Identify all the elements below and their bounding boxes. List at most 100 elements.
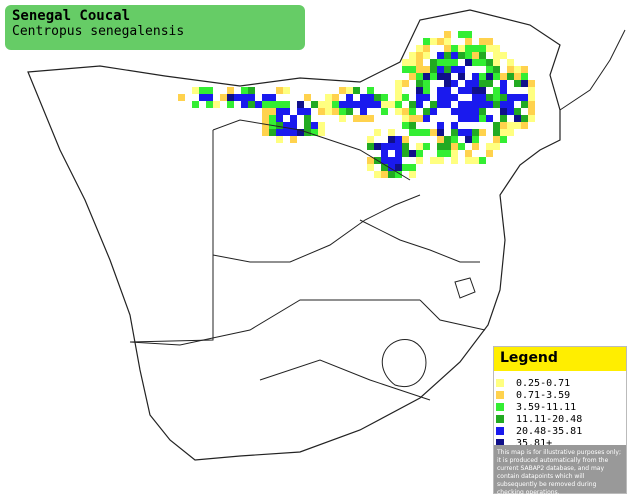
record-cell [360,108,367,115]
record-cell [241,101,248,108]
record-cell [374,143,381,150]
record-cell [451,59,458,66]
record-cell [451,108,458,115]
record-cell [276,136,283,143]
record-cell [339,115,346,122]
record-cell [409,73,416,80]
record-cell [402,80,409,87]
record-cell [451,122,458,129]
record-cell [500,87,507,94]
record-cell [381,108,388,115]
record-cell [416,150,423,157]
record-cell [500,115,507,122]
record-cell [437,136,444,143]
record-cell [493,73,500,80]
record-cell [395,108,402,115]
record-cell [227,87,234,94]
record-cell [402,122,409,129]
record-cell [290,115,297,122]
record-cell [381,164,388,171]
record-cell [486,45,493,52]
record-cell [269,94,276,101]
borders [27,9,626,461]
record-cell [437,38,444,45]
record-cell [493,94,500,101]
record-cell [472,73,479,80]
record-cell [465,52,472,59]
record-cell [206,87,213,94]
record-cell [423,52,430,59]
record-cell [465,87,472,94]
legend-item: 0.25-0.71 [496,377,626,389]
record-cell [465,108,472,115]
record-cell [388,143,395,150]
record-cell [486,66,493,73]
record-cell [332,108,339,115]
record-cell [528,101,535,108]
record-cell [262,101,269,108]
record-cell [486,73,493,80]
record-cell [486,101,493,108]
record-cell [311,122,318,129]
record-cell [423,108,430,115]
record-cell [458,52,465,59]
record-cell [304,115,311,122]
record-cell [486,115,493,122]
legend-swatch [496,403,504,411]
record-cell [374,171,381,178]
record-cell [262,108,269,115]
legend-swatch [496,427,504,435]
record-cell [325,94,332,101]
record-cell [402,136,409,143]
record-cell [367,143,374,150]
record-cell [472,80,479,87]
record-cell [500,108,507,115]
record-cell [507,73,514,80]
record-cell [465,31,472,38]
record-cell [409,171,416,178]
record-cell [199,87,206,94]
record-cell [416,73,423,80]
record-cell [241,94,248,101]
record-cell [409,66,416,73]
record-cell [304,94,311,101]
record-cell [409,108,416,115]
record-cell [409,115,416,122]
record-cell [493,52,500,59]
legend-item: 20.48-35.81 [496,425,626,437]
record-cell [479,87,486,94]
record-cell [479,157,486,164]
record-cell [283,101,290,108]
record-cell [465,129,472,136]
record-cell [437,87,444,94]
record-cell [451,143,458,150]
record-cell [304,122,311,129]
record-cell [192,101,199,108]
record-cell [472,157,479,164]
record-cell [514,73,521,80]
record-cell [423,143,430,150]
record-cell [430,108,437,115]
record-cell [374,129,381,136]
record-cell [318,101,325,108]
record-cell [437,66,444,73]
record-cell [409,59,416,66]
record-cell [283,87,290,94]
record-cell [486,38,493,45]
record-cell [178,94,185,101]
record-cell [479,80,486,87]
record-cell [514,122,521,129]
record-cells [178,31,535,178]
legend-label: 0.25-0.71 [516,377,571,389]
record-cell [493,129,500,136]
record-cell [451,157,458,164]
disclaimer: This map is for illustrative purposes on… [494,445,626,494]
record-cell [367,164,374,171]
record-cell [465,150,472,157]
record-cell [416,143,423,150]
record-cell [444,45,451,52]
record-cell [381,143,388,150]
record-cell [402,115,409,122]
record-cell [472,59,479,66]
record-cell [479,101,486,108]
